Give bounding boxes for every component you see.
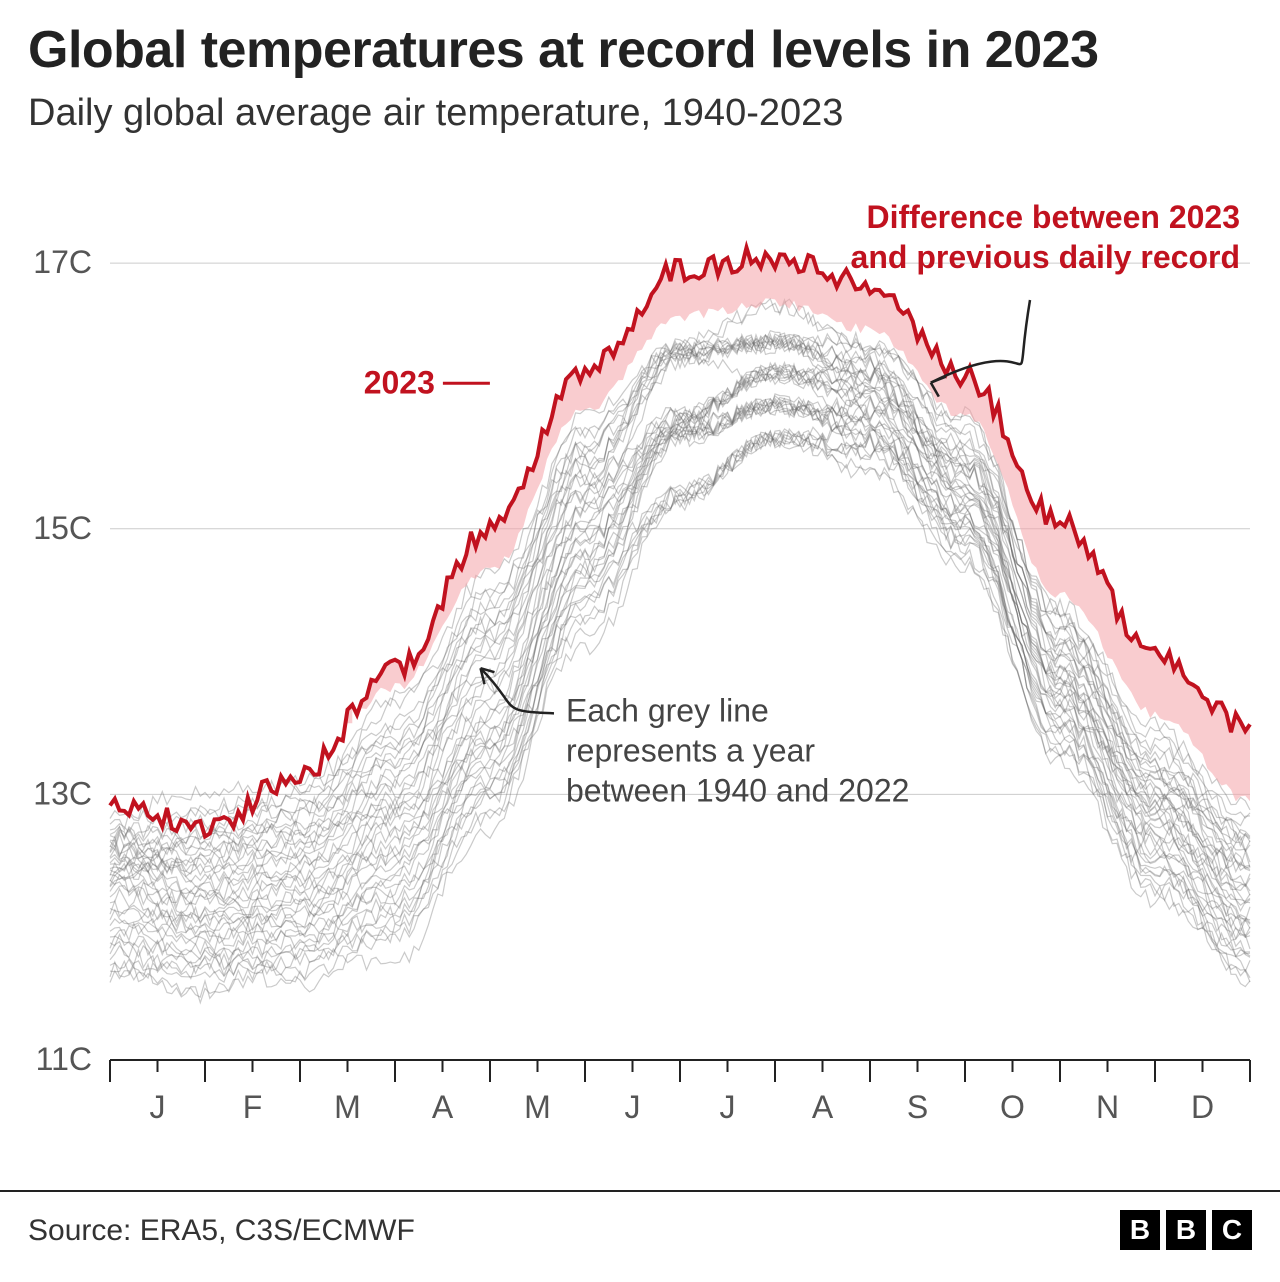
svg-text:Difference between 2023: Difference between 2023 (867, 199, 1241, 235)
bbc-b2: B (1166, 1210, 1206, 1250)
svg-text:17C: 17C (33, 244, 92, 280)
svg-text:represents a year: represents a year (566, 732, 815, 768)
svg-text:15C: 15C (33, 510, 92, 546)
chart-subtitle: Daily global average air temperature, 19… (28, 92, 843, 135)
svg-text:S: S (907, 1089, 928, 1125)
bbc-c: C (1212, 1210, 1252, 1250)
svg-text:2023: 2023 (364, 364, 435, 400)
chart-area: 11C 13C 15C 17C J F M A M J J A S O N D 2023 Difference b… (0, 150, 1280, 1150)
svg-text:11C: 11C (36, 1041, 92, 1077)
svg-text:between 1940 and 2022: between 1940 and 2022 (566, 772, 909, 808)
svg-text:M: M (524, 1089, 551, 1125)
svg-text:A: A (812, 1089, 834, 1125)
svg-text:13C: 13C (33, 775, 92, 811)
footer: Source: ERA5, C3S/ECMWF B B C (0, 1190, 1280, 1282)
svg-text:A: A (432, 1089, 454, 1125)
svg-text:D: D (1191, 1089, 1214, 1125)
svg-text:N: N (1096, 1089, 1119, 1125)
svg-text:Each grey line: Each grey line (566, 692, 769, 728)
svg-text:and previous daily record: and previous daily record (851, 239, 1240, 275)
svg-text:J: J (150, 1089, 166, 1125)
source-text: Source: ERA5, C3S/ECMWF (28, 1214, 415, 1248)
svg-text:J: J (720, 1089, 736, 1125)
svg-text:J: J (625, 1089, 641, 1125)
svg-text:F: F (243, 1089, 263, 1125)
chart-title: Global temperatures at record levels in … (28, 20, 1098, 80)
bbc-logo: B B C (1120, 1210, 1252, 1250)
svg-text:O: O (1000, 1089, 1025, 1125)
svg-text:M: M (334, 1089, 361, 1125)
bbc-b1: B (1120, 1210, 1160, 1250)
